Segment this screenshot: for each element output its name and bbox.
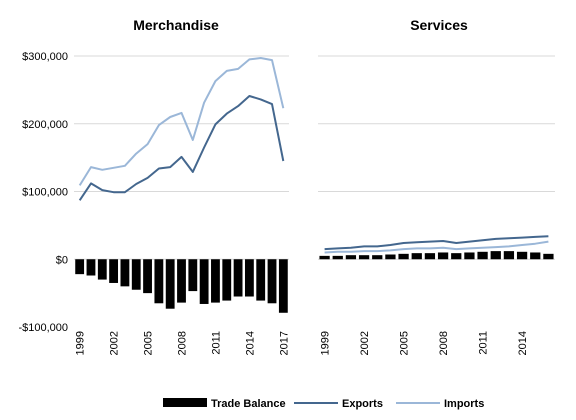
bar-trade-balance (199, 259, 209, 304)
legend-label-trade-balance: Trade Balance (211, 398, 286, 410)
bar-trade-balance (385, 254, 396, 260)
x-tick-label: 1999 (320, 331, 332, 355)
bar-trade-balance (464, 252, 475, 260)
bar-trade-balance (319, 255, 330, 260)
x-tick-label: 1999 (75, 331, 87, 355)
services-gridlines (318, 55, 555, 260)
x-tick-label: 2017 (278, 331, 290, 355)
x-tick-label: 2014 (517, 331, 529, 355)
x-tick-label: 2008 (438, 331, 450, 355)
bar-trade-balance (86, 259, 96, 276)
bar-trade-balance (477, 251, 488, 260)
bar-trade-balance (188, 259, 198, 292)
y-tick-label: $200,000 (22, 119, 68, 131)
merchandise-panel: Merchandise -$100,000 $0 $100,000 $200,000 $… (18, 17, 290, 355)
line-exports (324, 235, 549, 251)
merchandise-x-axis: 1999 2002 2005 2008 2011 2014 2017 (75, 331, 291, 355)
bar-trade-balance (143, 259, 152, 294)
services-title: Services (410, 17, 468, 33)
bar-trade-balance (516, 251, 528, 260)
legend-swatch-trade-balance (163, 398, 207, 407)
bar-trade-balance (109, 259, 119, 283)
services-x-axis: 1999 2002 2005 2008 2011 2014 (320, 331, 529, 355)
bar-trade-balance (543, 253, 554, 260)
bar-trade-balance (222, 259, 232, 301)
bar-trade-balance (437, 252, 449, 260)
x-tick-label: 2011 (478, 331, 490, 355)
bar-trade-balance (233, 259, 243, 297)
bar-trade-balance (411, 253, 422, 260)
bar-trade-balance (332, 255, 343, 260)
bar-trade-balance (256, 259, 266, 301)
bar-trade-balance (120, 259, 130, 287)
services-lines (324, 235, 549, 254)
y-tick-label: -$100,000 (18, 322, 68, 334)
merchandise-lines (78, 57, 285, 201)
merchandise-y-axis: -$100,000 $0 $100,000 $200,000 $300,000 (18, 51, 68, 334)
bar-trade-balance (165, 259, 175, 309)
services-panel: Services 1999 2002 2005 2008 2011 2014 (318, 17, 555, 355)
line-imports (78, 57, 285, 186)
bar-trade-balance (267, 259, 277, 304)
y-tick-label: $100,000 (22, 187, 68, 199)
bar-trade-balance (154, 259, 164, 304)
merchandise-bars (75, 259, 288, 313)
x-tick-label: 2011 (210, 331, 222, 355)
line-imports (324, 240, 549, 254)
bar-trade-balance (490, 251, 501, 260)
bar-trade-balance (345, 255, 357, 260)
legend: Trade Balance Exports Imports (163, 398, 484, 410)
x-tick-label: 2014 (244, 331, 256, 355)
line-exports (78, 95, 285, 201)
bar-trade-balance (278, 259, 288, 313)
bar-trade-balance (131, 259, 141, 290)
bar-trade-balance (424, 253, 436, 260)
bar-trade-balance (177, 259, 186, 303)
x-tick-label: 2002 (109, 331, 121, 355)
bar-trade-balance (358, 255, 370, 260)
y-tick-label: $0 (56, 254, 68, 266)
bar-trade-balance (75, 259, 85, 275)
bar-trade-balance (372, 255, 383, 260)
bar-trade-balance (451, 253, 462, 260)
legend-label-imports: Imports (444, 398, 484, 410)
legend-label-exports: Exports (342, 398, 383, 410)
services-bars (319, 251, 554, 260)
bar-trade-balance (503, 251, 515, 260)
bar-trade-balance (211, 259, 220, 303)
x-tick-label: 2005 (399, 331, 411, 355)
merchandise-title: Merchandise (133, 17, 219, 33)
bar-trade-balance (530, 252, 541, 260)
x-tick-label: 2005 (143, 331, 155, 355)
bar-trade-balance (97, 259, 107, 280)
x-tick-label: 2002 (359, 331, 371, 355)
x-tick-label: 2008 (177, 331, 189, 355)
bar-trade-balance (398, 253, 409, 260)
y-tick-label: $300,000 (22, 51, 68, 63)
bar-trade-balance (244, 259, 254, 297)
